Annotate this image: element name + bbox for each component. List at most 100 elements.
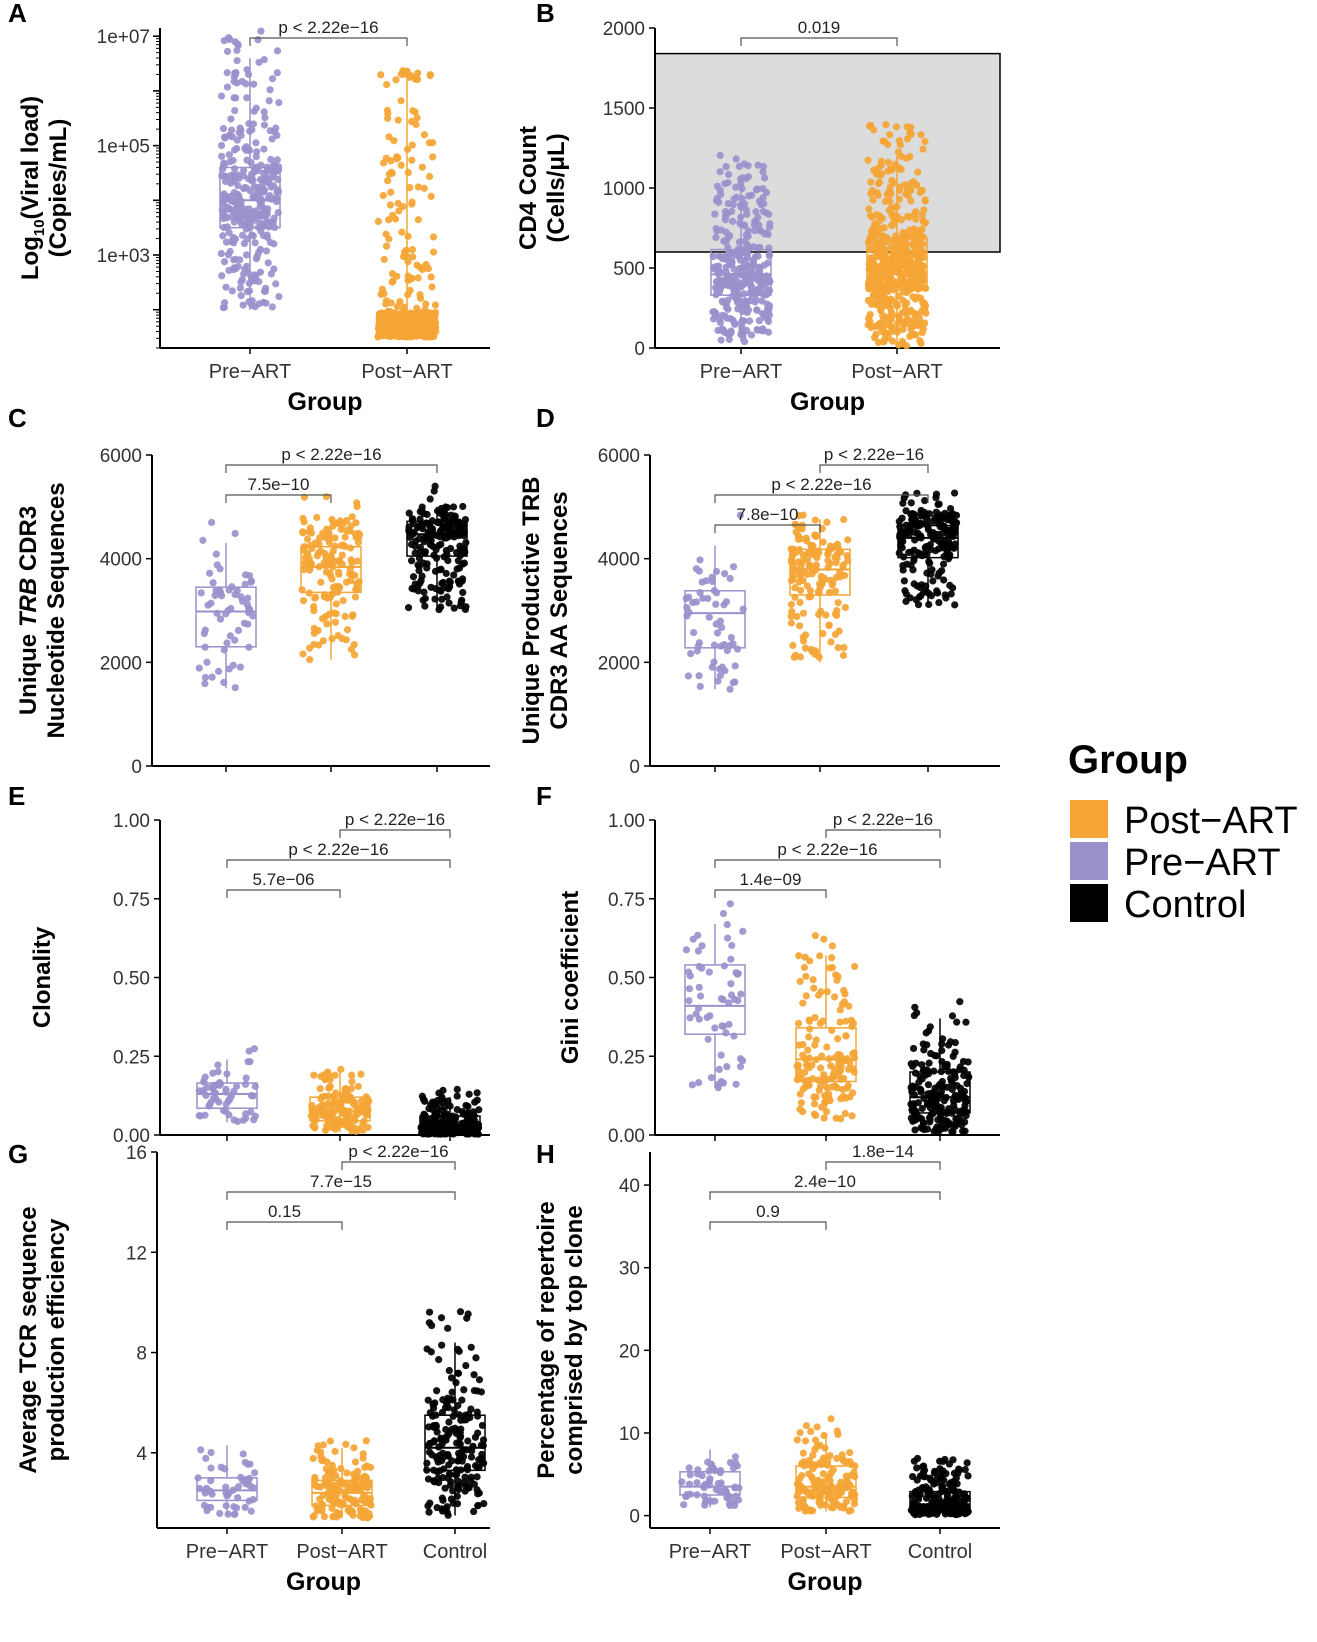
data-point xyxy=(737,990,745,998)
data-point xyxy=(456,552,464,560)
data-point xyxy=(800,1462,808,1470)
data-point xyxy=(341,533,349,541)
data-point xyxy=(825,621,833,630)
data-point xyxy=(306,655,314,664)
data-point xyxy=(742,206,750,214)
data-point xyxy=(245,1497,253,1505)
bracket-line xyxy=(740,37,898,46)
data-point xyxy=(478,1450,486,1458)
data-point xyxy=(421,1116,429,1124)
data-point xyxy=(450,571,458,579)
data-point xyxy=(245,1474,254,1482)
data-point xyxy=(448,1112,457,1120)
data-point xyxy=(378,310,386,319)
data-point xyxy=(215,1081,224,1089)
data-point xyxy=(457,598,465,606)
data-point xyxy=(433,1387,441,1395)
data-point xyxy=(834,973,842,981)
data-point xyxy=(273,188,281,196)
data-point xyxy=(921,1473,929,1481)
bracket-line xyxy=(709,1221,827,1230)
data-point xyxy=(718,1022,726,1030)
data-point xyxy=(889,251,898,259)
data-point xyxy=(254,249,263,257)
data-point xyxy=(216,565,224,573)
data-point xyxy=(951,1120,960,1128)
y-tick-label: 6000 xyxy=(100,446,142,467)
data-point xyxy=(696,589,704,597)
data-point xyxy=(888,176,896,184)
data-point xyxy=(241,1503,249,1512)
data-point xyxy=(310,606,318,615)
data-point xyxy=(744,173,753,181)
data-point xyxy=(794,1061,802,1069)
data-point xyxy=(249,120,258,128)
data-point xyxy=(233,56,241,65)
data-point xyxy=(725,261,734,269)
data-point xyxy=(918,1061,926,1069)
panel-label-a: A xyxy=(8,0,27,28)
data-point xyxy=(335,558,343,566)
data-point xyxy=(741,237,749,245)
significance-bracket: p < 2.22e−16 xyxy=(819,445,929,473)
y-tick-label: 0.50 xyxy=(113,969,150,990)
data-point xyxy=(445,577,454,585)
data-point xyxy=(962,1494,971,1502)
data-point xyxy=(245,298,253,306)
normal-range-band xyxy=(654,52,1001,253)
data-point xyxy=(210,1094,218,1102)
data-point xyxy=(301,559,309,567)
data-point xyxy=(766,223,774,231)
data-point xyxy=(332,1471,340,1480)
data-point xyxy=(713,182,721,190)
data-point xyxy=(911,528,919,537)
data-point xyxy=(305,644,314,652)
data-point xyxy=(794,1019,803,1027)
bracket-line xyxy=(225,494,332,503)
bracket-line xyxy=(249,37,408,46)
data-point xyxy=(913,254,922,262)
data-point xyxy=(223,83,232,91)
p-value-label: p < 2.22e−16 xyxy=(345,810,445,829)
data-point xyxy=(353,580,361,588)
data-point xyxy=(914,285,922,293)
data-point xyxy=(823,518,831,526)
bracket-line xyxy=(819,464,929,473)
y-tick-label: 2000 xyxy=(603,19,645,40)
data-point xyxy=(814,1076,822,1084)
data-point xyxy=(718,297,726,305)
data-point xyxy=(420,588,428,596)
p-value-label: 7.5e−10 xyxy=(248,475,310,494)
data-point xyxy=(881,294,889,302)
data-point xyxy=(229,233,237,242)
data-point xyxy=(907,499,915,507)
data-point xyxy=(736,219,744,227)
data-point xyxy=(726,1501,734,1510)
data-point xyxy=(923,1125,932,1133)
data-point xyxy=(422,300,430,308)
data-point xyxy=(418,503,426,511)
data-point xyxy=(732,183,740,191)
bracket-line xyxy=(225,464,438,473)
bracket-line xyxy=(709,1191,941,1200)
series-post-art xyxy=(307,1065,373,1135)
data-point xyxy=(251,1469,259,1477)
y-axis-title: Unique TRB CDR3Nucleotide Sequences xyxy=(15,482,70,738)
panel-label-g: G xyxy=(8,1139,28,1169)
data-point xyxy=(298,586,306,594)
data-point xyxy=(400,303,408,311)
data-point xyxy=(821,1098,829,1106)
data-point xyxy=(402,67,410,76)
data-point xyxy=(796,1429,804,1437)
data-point xyxy=(428,283,436,291)
data-point xyxy=(828,963,837,972)
data-point xyxy=(239,301,247,309)
data-point xyxy=(743,308,751,317)
data-point xyxy=(902,590,911,598)
data-point xyxy=(430,1404,438,1412)
data-point xyxy=(348,1071,356,1079)
data-point xyxy=(687,649,695,658)
data-point xyxy=(463,1126,471,1134)
data-point xyxy=(453,1500,462,1508)
data-point xyxy=(721,312,729,320)
